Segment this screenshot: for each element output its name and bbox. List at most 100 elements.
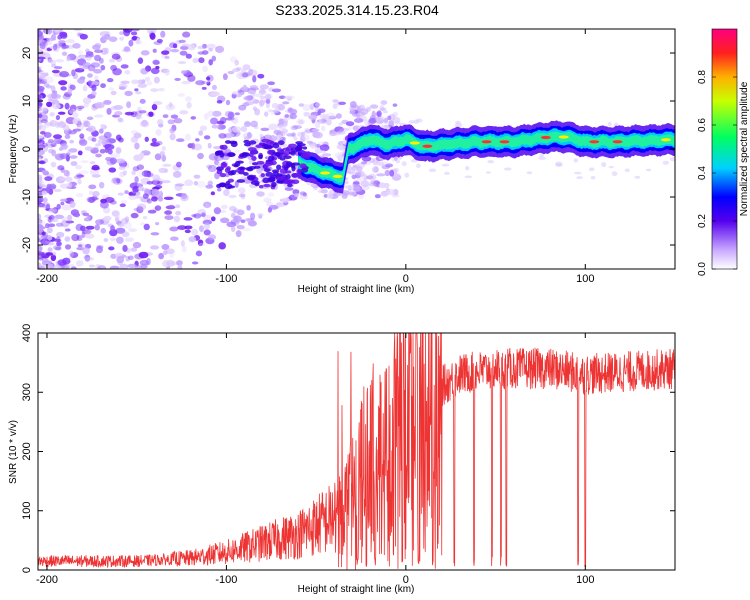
spectrogram-noise-blob [139, 98, 146, 104]
spectrogram-noise-blob [103, 131, 112, 139]
spectrogram-core-blob [248, 140, 257, 145]
spectrogram-noise-blob [150, 88, 159, 92]
spectrogram-noise-blob [168, 101, 173, 108]
spectrogram-noise-blob [115, 213, 121, 219]
spectrogram-noise-blob [237, 187, 246, 194]
spectrogram-noise-blob [146, 180, 154, 185]
spectrogram-noise-blob [111, 210, 120, 217]
spectrogram-noise-blob [140, 67, 149, 75]
spectrogram-noise-blob [235, 67, 242, 71]
spectrogram-noise-blob [158, 190, 164, 198]
spectrogram-noise-blob [70, 251, 79, 259]
spectrogram-noise-blob [82, 121, 89, 128]
spectrogram-hotspot [558, 135, 569, 139]
spectrogram-noise-blob [38, 180, 45, 186]
spectrogram-noise-blob [38, 201, 42, 205]
spectrogram-noise-blob [258, 214, 263, 219]
spectrogram-noise-blob [314, 121, 321, 129]
spectrogram-core-blob [247, 175, 256, 181]
spectrogram-noise-blob [157, 87, 165, 92]
spectrogram-noise-blob [272, 109, 279, 114]
spectrogram-noise-blob [175, 138, 185, 143]
spectrogram-noise-blob [62, 73, 72, 77]
spectrogram-noise-blob [61, 216, 69, 222]
spectrogram-noise-blob [162, 114, 169, 118]
spectrogram-noise-blob [321, 153, 332, 157]
spectrogram-noise-blob [151, 188, 160, 196]
spectrogram-noise-blob [56, 231, 65, 238]
spectrogram-noise-blob [234, 180, 239, 188]
spectrogram-noise-blob [116, 256, 125, 264]
spectrogram-noise-blob [60, 201, 65, 206]
spectrogram-noise-blob [191, 261, 199, 265]
spectrogram-noise-blob [286, 133, 296, 137]
spectrogram-noise-blob [267, 192, 275, 197]
spectrogram-y-tick-label: -20 [21, 237, 33, 253]
spectrogram-noise-blob [86, 196, 96, 203]
spectrogram-core-blob [216, 166, 224, 171]
spectrogram-noise-blob [454, 122, 463, 128]
spectrogram-noise-blob [576, 176, 583, 180]
spectrogram-noise-blob [84, 146, 94, 151]
spectrogram-noise-blob [271, 88, 282, 93]
spectrogram-noise-blob [110, 153, 121, 159]
spectrogram-noise-blob [252, 106, 257, 111]
spectrogram-noise-blob [108, 167, 117, 173]
spectrogram-noise-blob [379, 107, 387, 111]
spectrogram-noise-blob [393, 171, 400, 177]
spectrogram-noise-blob [118, 83, 128, 90]
spectrogram-hotspot [540, 135, 551, 140]
spectrogram-noise-blob [251, 97, 256, 103]
spectrogram-noise-blob [66, 263, 75, 268]
spectrogram-noise-blob [92, 190, 100, 198]
spectrogram-noise-blob [646, 168, 652, 172]
spectrogram-noise-blob [157, 196, 164, 202]
spectrogram-noise-blob [158, 123, 164, 128]
spectrogram-noise-blob [268, 204, 279, 210]
spectrogram-noise-blob [206, 76, 211, 81]
spectrogram-noise-blob [38, 177, 42, 184]
spectrogram-noise-blob [54, 214, 64, 219]
spectrogram-noise-blob [208, 234, 217, 241]
spectrogram-noise-blob [38, 66, 41, 74]
spectrogram-noise-blob [404, 172, 410, 178]
spectrogram-noise-blob [219, 116, 227, 124]
spectrogram-noise-blob [202, 43, 208, 49]
spectrogram-noise-blob [221, 204, 228, 210]
spectrogram-noise-blob [150, 245, 160, 250]
spectrogram-noise-blob [54, 45, 60, 53]
spectrogram-noise-blob [53, 188, 62, 193]
spectrogram-noise-blob [47, 247, 53, 253]
spectrogram-noise-blob [135, 37, 141, 45]
spectrogram-noise-blob [59, 31, 68, 37]
spectrogram-core-blob [296, 168, 302, 174]
spectrogram-noise-blob [281, 197, 290, 203]
spectrogram-noise-blob [289, 108, 298, 115]
spectrogram-noise-blob [163, 196, 174, 201]
spectrogram-noise-blob [65, 39, 75, 44]
spectrogram-noise-blob [68, 250, 74, 258]
spectrogram-noise-blob [241, 72, 249, 78]
spectrogram-noise-blob [166, 259, 175, 267]
spectrogram-noise-blob [206, 81, 211, 86]
spectrogram-noise-blob [100, 124, 105, 129]
spectrogram-noise-blob [129, 182, 140, 190]
spectrogram-noise-blob [138, 251, 149, 259]
spectrogram-noise-blob [39, 184, 47, 188]
spectrogram-noise-blob [38, 113, 43, 119]
spectrogram-noise-blob [43, 82, 50, 87]
spectrogram-noise-blob [106, 107, 112, 115]
spectrogram-noise-blob [60, 220, 70, 228]
spectrogram-noise-blob [57, 121, 67, 128]
spectrogram-core-blob [241, 152, 250, 156]
spectrogram-noise-blob [51, 69, 60, 74]
spectrogram-noise-blob [104, 143, 115, 150]
spectrogram-noise-blob [273, 129, 281, 135]
spectrogram-noise-blob [159, 151, 165, 156]
spectrogram-noise-blob [193, 181, 198, 186]
spectrogram-noise-blob [132, 191, 141, 197]
spectrogram-noise-blob [338, 122, 344, 126]
spectrogram-noise-blob [38, 213, 42, 220]
spectrogram-noise-blob [144, 76, 151, 82]
spectrogram-noise-blob [218, 242, 226, 250]
